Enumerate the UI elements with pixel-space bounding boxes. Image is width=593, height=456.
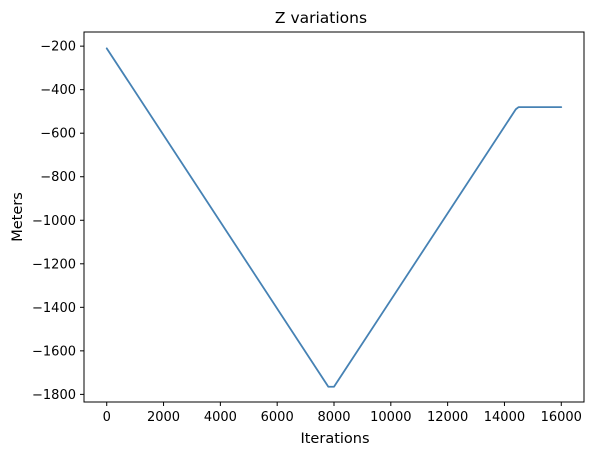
y-axis-label: Meters	[10, 192, 26, 242]
series-line-0	[105, 47, 563, 388]
y-tick-label: −400	[40, 83, 76, 98]
x-tick-label: 2000	[147, 410, 180, 425]
x-tick-label: 6000	[261, 410, 294, 425]
y-tick-label: −1600	[32, 344, 76, 359]
x-tick-label: 8000	[317, 410, 350, 425]
x-tick-label: 10000	[370, 410, 411, 425]
x-axis-label: Iterations	[300, 431, 369, 447]
chart-title: Z variations	[275, 9, 367, 27]
y-tick-label: −600	[40, 127, 76, 142]
plot-area: 0 2000 4000 6000 8000 10000 12000 14000 16000 −20…	[32, 31, 585, 425]
x-tick-label: 14000	[484, 410, 525, 425]
y-tick-label: −1200	[32, 257, 76, 272]
y-tick-label: −1000	[32, 214, 76, 229]
x-tick-label: 12000	[427, 410, 468, 425]
y-tick-label: −1800	[32, 388, 76, 403]
x-tick-label: 4000	[204, 410, 237, 425]
y-tick-label: −200	[40, 40, 76, 55]
y-tick-label: −800	[40, 170, 76, 185]
x-tick-label: 16000	[541, 410, 582, 425]
y-tick-label: −1400	[32, 301, 76, 316]
x-tick-label: 0	[103, 410, 111, 425]
